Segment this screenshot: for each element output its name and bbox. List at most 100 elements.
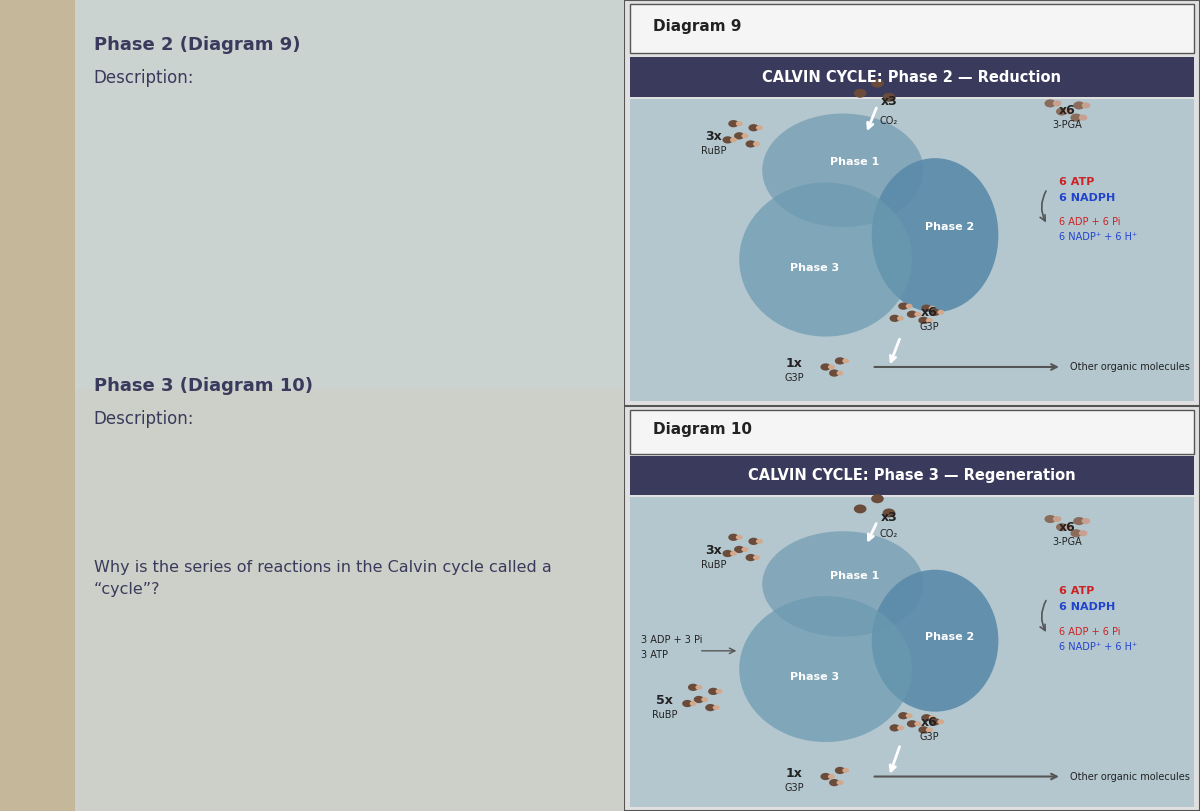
Ellipse shape [749, 538, 758, 545]
Text: Phase 3: Phase 3 [790, 672, 839, 682]
Ellipse shape [762, 531, 924, 637]
Text: CO₂: CO₂ [880, 530, 898, 539]
Ellipse shape [854, 88, 866, 98]
Text: Phase 2: Phase 2 [925, 222, 974, 232]
Ellipse shape [694, 696, 704, 703]
Ellipse shape [739, 182, 912, 337]
Ellipse shape [906, 304, 912, 309]
Ellipse shape [883, 508, 895, 517]
Ellipse shape [739, 596, 912, 742]
Ellipse shape [682, 700, 692, 707]
Ellipse shape [829, 779, 840, 787]
Text: x3: x3 [881, 96, 898, 109]
Ellipse shape [926, 727, 932, 732]
Text: Phase 3: Phase 3 [790, 263, 839, 272]
Ellipse shape [1070, 114, 1082, 122]
Ellipse shape [1064, 109, 1073, 114]
FancyBboxPatch shape [624, 406, 1200, 811]
Ellipse shape [713, 705, 720, 710]
Ellipse shape [734, 132, 744, 139]
Ellipse shape [889, 315, 900, 322]
Ellipse shape [745, 140, 756, 148]
Ellipse shape [1056, 107, 1068, 115]
FancyBboxPatch shape [630, 456, 1194, 495]
Ellipse shape [715, 689, 722, 693]
Ellipse shape [898, 712, 908, 719]
Ellipse shape [1073, 517, 1085, 526]
Ellipse shape [728, 534, 739, 541]
Text: 5x: 5x [656, 693, 673, 706]
Ellipse shape [1064, 524, 1073, 530]
Text: RuBP: RuBP [701, 146, 726, 156]
Ellipse shape [871, 494, 883, 503]
Ellipse shape [883, 92, 895, 101]
Ellipse shape [754, 141, 760, 146]
Text: 6 NADPH: 6 NADPH [1058, 603, 1115, 612]
Text: x3: x3 [881, 511, 898, 524]
FancyBboxPatch shape [624, 0, 1200, 406]
Ellipse shape [836, 780, 844, 785]
Ellipse shape [842, 358, 850, 363]
FancyBboxPatch shape [630, 410, 1194, 454]
Text: 3x: 3x [704, 543, 721, 556]
Text: Phase 1: Phase 1 [829, 571, 880, 581]
Ellipse shape [898, 303, 908, 310]
Text: RuBP: RuBP [701, 560, 726, 569]
Ellipse shape [922, 714, 931, 722]
Ellipse shape [854, 504, 866, 513]
Text: Diagram 9: Diagram 9 [653, 19, 742, 34]
Text: G3P: G3P [919, 323, 940, 333]
Text: RuBP: RuBP [652, 710, 677, 719]
Ellipse shape [762, 114, 924, 227]
Ellipse shape [898, 315, 904, 321]
Ellipse shape [749, 124, 758, 131]
Text: x6: x6 [920, 307, 937, 320]
Ellipse shape [1044, 99, 1056, 107]
Text: 6 ADP + 6 Pi: 6 ADP + 6 Pi [1058, 217, 1121, 227]
Text: CALVIN CYCLE: Phase 2 — Reduction: CALVIN CYCLE: Phase 2 — Reduction [762, 70, 1062, 84]
Ellipse shape [756, 125, 763, 130]
Ellipse shape [821, 363, 830, 371]
Text: 3-PGA: 3-PGA [1052, 538, 1082, 547]
Ellipse shape [918, 727, 929, 733]
FancyBboxPatch shape [74, 0, 624, 389]
Ellipse shape [734, 546, 744, 553]
Ellipse shape [1081, 518, 1091, 524]
FancyBboxPatch shape [630, 100, 1194, 401]
Ellipse shape [1052, 516, 1062, 522]
FancyBboxPatch shape [74, 389, 624, 811]
Ellipse shape [1079, 114, 1087, 121]
Text: Phase 1: Phase 1 [829, 157, 880, 167]
Ellipse shape [696, 684, 702, 689]
Ellipse shape [728, 120, 739, 127]
Text: 3-PGA: 3-PGA [1052, 120, 1082, 130]
Ellipse shape [1081, 102, 1091, 109]
Ellipse shape [871, 79, 883, 88]
Ellipse shape [688, 684, 698, 691]
Ellipse shape [1044, 515, 1056, 523]
Text: G3P: G3P [919, 732, 940, 742]
Ellipse shape [1079, 530, 1087, 536]
Text: CO₂: CO₂ [880, 116, 898, 126]
Ellipse shape [842, 768, 850, 773]
Text: x6: x6 [920, 716, 937, 729]
Ellipse shape [754, 555, 760, 560]
Ellipse shape [742, 133, 749, 138]
Text: 6 NADP⁺ + 6 H⁺: 6 NADP⁺ + 6 H⁺ [1058, 232, 1138, 242]
Ellipse shape [929, 715, 936, 720]
Ellipse shape [828, 365, 835, 370]
Text: 6 NADPH: 6 NADPH [1058, 193, 1115, 203]
Ellipse shape [708, 688, 719, 695]
Text: 6 ATP: 6 ATP [1058, 586, 1094, 596]
Ellipse shape [706, 704, 715, 711]
Ellipse shape [930, 719, 941, 726]
Ellipse shape [937, 719, 944, 724]
Ellipse shape [829, 370, 840, 376]
Ellipse shape [690, 701, 696, 706]
Text: Description:: Description: [94, 410, 194, 427]
Ellipse shape [889, 724, 900, 732]
Ellipse shape [918, 317, 929, 324]
Ellipse shape [926, 318, 932, 323]
Ellipse shape [836, 371, 844, 375]
Text: 6 ADP + 6 Pi: 6 ADP + 6 Pi [1058, 627, 1121, 637]
